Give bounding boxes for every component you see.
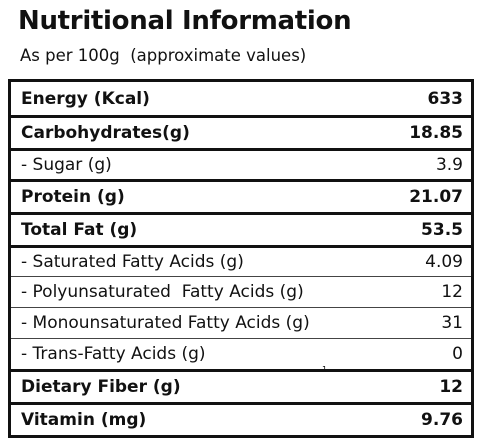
table-row: - Trans-Fatty Acids (g) 0 [11,338,471,369]
row-label: - Sugar (g) [21,155,112,175]
table-row: - Monounsaturated Fatty Acids (g) 31 [11,307,471,338]
title: Nutritional Information [18,6,352,36]
row-label: - Saturated Fatty Acids (g) [21,252,244,272]
row-value: 9.76 [421,410,463,430]
table-row: Dietary Fiber (g) 12 [11,369,471,402]
table-row: - Saturated Fatty Acids (g) 4.09 [11,245,471,276]
row-label: - Trans-Fatty Acids (g) [21,344,206,364]
row-label: Protein (g) [21,187,125,207]
subtitle: As per 100g (approximate values) [20,46,307,65]
row-label: Energy (Kcal) [21,88,150,109]
row-value: 18.85 [409,123,463,143]
row-label: - Monounsaturated Fatty Acids (g) [21,313,310,333]
row-value: 0 [452,344,463,364]
table-row: - Polyunsaturated Fatty Acids (g) 12 [11,276,471,307]
table-row: Energy (Kcal) 633 [11,82,471,115]
row-label: Vitamin (mg) [21,410,147,430]
nutrition-table: Energy (Kcal) 633 Carbohydrates(g) 18.85 - S… [8,79,474,438]
row-label: Total Fat (g) [21,220,138,240]
table-row: Total Fat (g) 53.5 [11,212,471,245]
row-value: 12 [439,377,463,397]
table-row: Vitamin (mg) 9.76 [11,402,471,435]
row-value: 3.9 [435,155,463,175]
row-label: - Polyunsaturated Fatty Acids (g) [21,282,304,302]
row-label: Carbohydrates(g) [21,123,190,143]
table-row: Protein (g) 21.07 [11,179,471,212]
row-label: Dietary Fiber (g) [21,377,181,397]
footnote-mark: 1 [322,365,328,374]
row-value: 12 [441,282,463,302]
row-value: 31 [441,313,463,333]
table-row: Carbohydrates(g) 18.85 [11,115,471,148]
row-value: 53.5 [421,220,463,240]
table-row: - Sugar (g) 3.9 [11,148,471,179]
row-value: 633 [427,88,464,109]
row-value: 4.09 [425,252,463,272]
row-value: 21.07 [409,187,463,207]
